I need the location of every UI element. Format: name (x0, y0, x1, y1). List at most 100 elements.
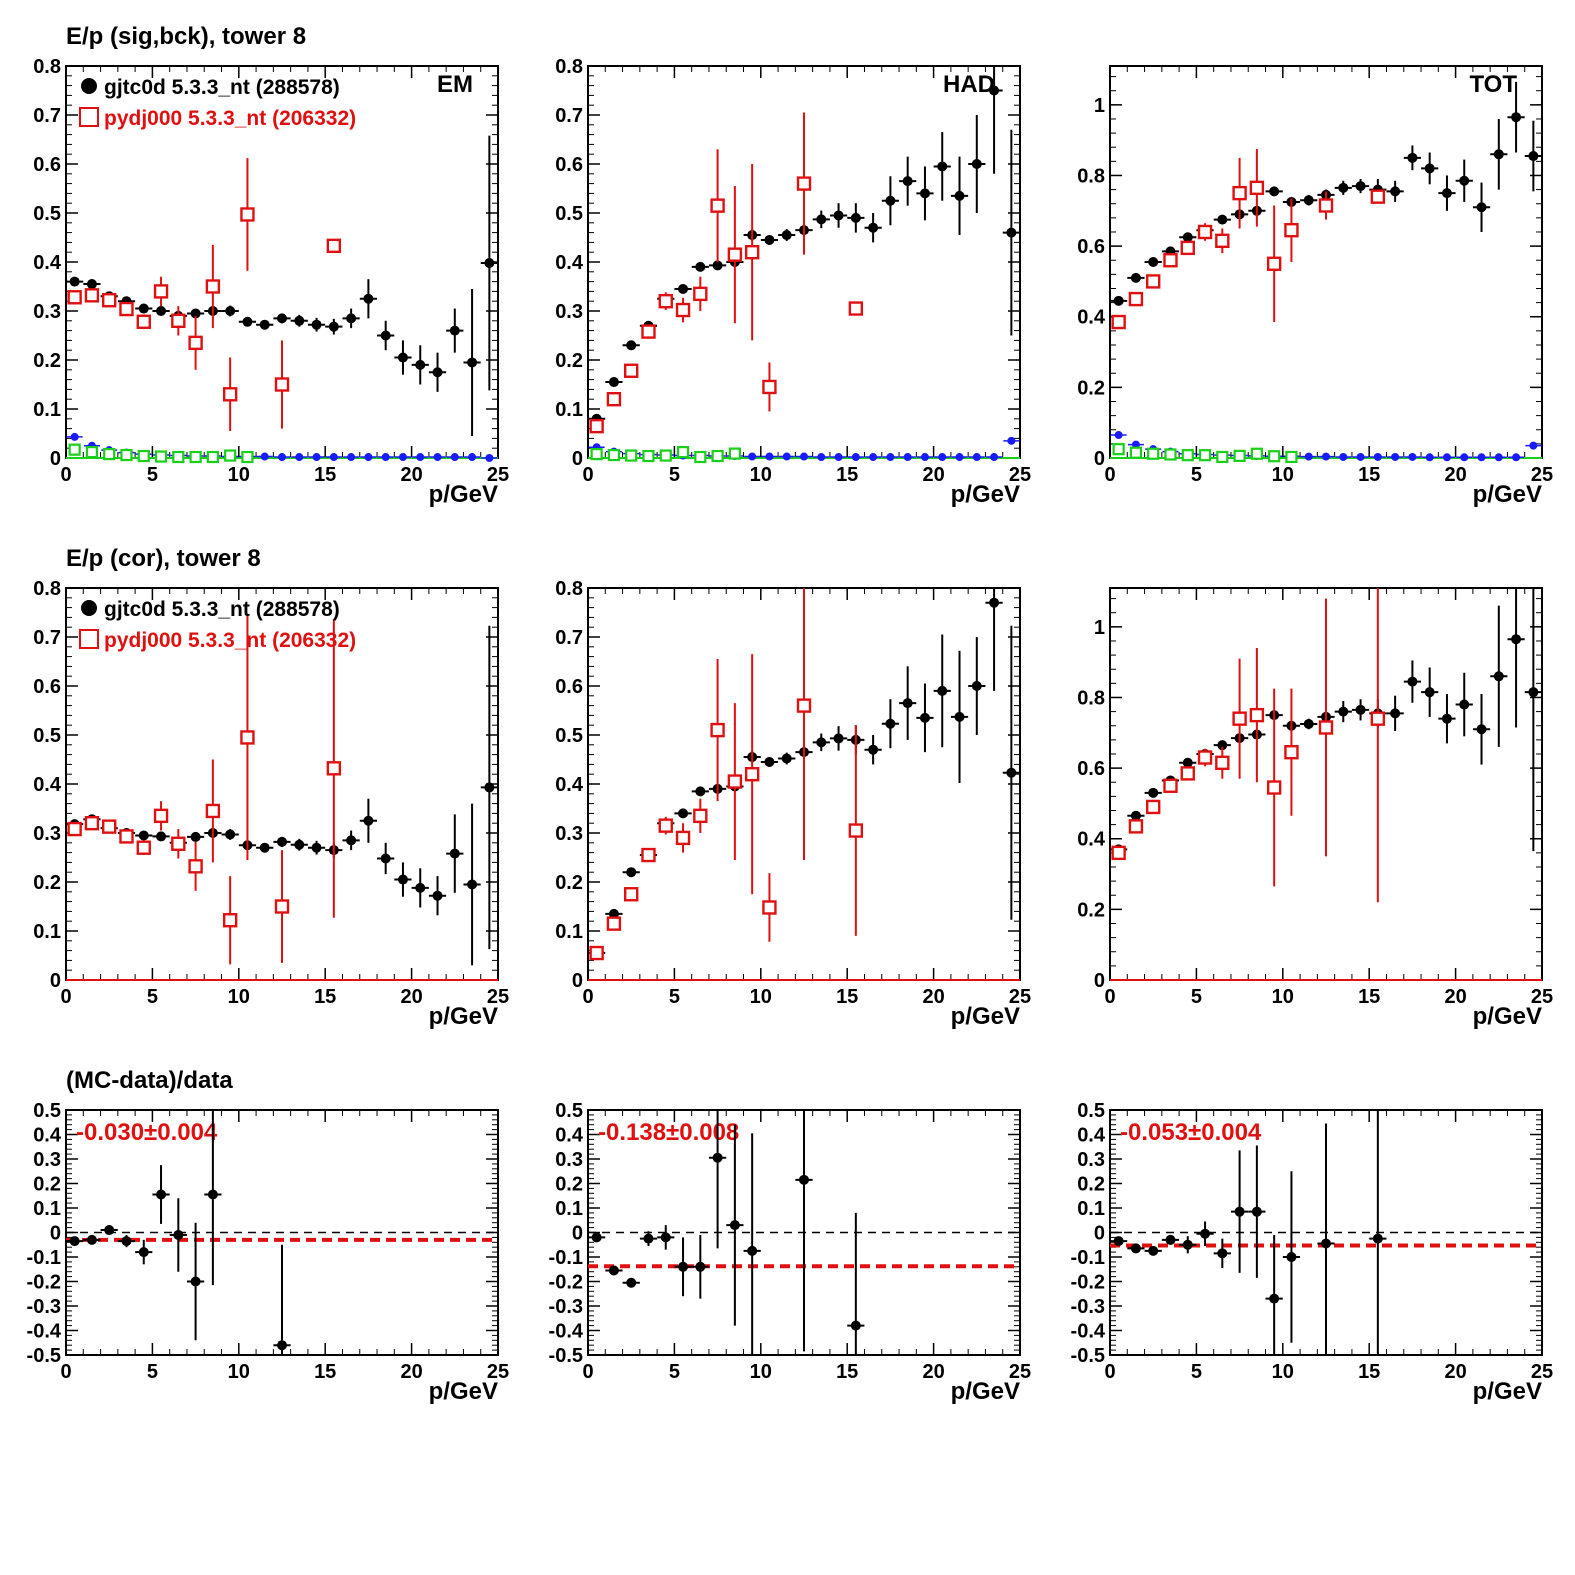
y-tick-label: 0.3 (33, 823, 61, 845)
y-tick-label: 1 (1094, 95, 1105, 117)
bkg-mc-point (1233, 449, 1246, 462)
bkg-data-point (381, 453, 390, 462)
legend-mc-label: pydj000 5.3.3_nt (206332) (104, 107, 356, 130)
data-point (1182, 232, 1193, 243)
mc-point (589, 418, 604, 434)
y-tick-label: 0.3 (555, 823, 583, 845)
y-tick-label: 0.6 (555, 676, 583, 698)
y-tick-label: 0 (572, 1223, 583, 1245)
data-point (190, 1276, 201, 1287)
y-tick-label: 0.6 (33, 676, 61, 698)
x-axis-label: p/GeV (951, 1003, 1020, 1030)
data-point (608, 1265, 619, 1276)
y-tick-label: 0.5 (555, 1100, 583, 1122)
y-tick-label: -0.2 (1071, 1272, 1105, 1294)
y-tick-label: 0 (572, 970, 583, 992)
data-point (1130, 272, 1141, 283)
bkg-data-point (70, 432, 79, 441)
y-tick-label: -0.2 (27, 1272, 61, 1294)
mc-point (1318, 198, 1334, 213)
data-point (1476, 202, 1487, 213)
data-point (484, 257, 495, 268)
mc-point (101, 819, 117, 834)
x-tick-label: 20 (1444, 464, 1466, 486)
data-point (69, 1236, 80, 1247)
y-tick-label: -0.4 (549, 1321, 584, 1343)
data-point (850, 212, 861, 223)
data-point (294, 315, 305, 326)
panel-row2-TOT: 0 5 10 15 20 25 0 0.2 0.4 0.6 0.8 1 p/GeV (1077, 587, 1553, 1030)
bkg-data-point (295, 453, 304, 462)
x-tick-label: 20 (1444, 1361, 1466, 1383)
mc-point (1163, 778, 1178, 793)
bkg-data-point (1512, 453, 1521, 462)
panel-row1-TOT: 0 5 10 15 20 25 0 0.2 0.4 0.6 0.8 1 p/GeV TOT (1077, 65, 1553, 508)
data-point (626, 1277, 637, 1288)
panel-row3-TOT: 0 5 10 15 20 25-0.5-0.4-0.3-0.2-0.100.10.20.3… (1071, 1100, 1554, 1405)
x-tick-label: 10 (750, 464, 772, 486)
mc-point (1284, 223, 1299, 238)
mc-point (84, 816, 100, 831)
data-point (1321, 1238, 1331, 1249)
x-tick-label: 25 (487, 1361, 509, 1383)
data-point (138, 1247, 149, 1258)
bkg-mc-point (625, 449, 638, 462)
data-point (1459, 175, 1470, 186)
y-tick-label: 0.2 (33, 1174, 61, 1196)
bkg-data-point (834, 453, 843, 462)
x-tick-label: 0 (60, 986, 71, 1008)
legend-data-marker (81, 600, 97, 616)
mc-point (848, 301, 864, 316)
fit-value-label: -0.138±0.008 (598, 1119, 739, 1146)
fit-value-label: -0.053±0.004 (1120, 1119, 1262, 1146)
y-tick-label: 0.2 (1077, 377, 1105, 399)
data-point (833, 733, 844, 744)
panel-row2-HAD: 0 5 10 15 20 25 0 0.1 0.2 0.3 0.4 0.5 0.6 0.7 0.8 p/GeV (555, 578, 1031, 1030)
x-tick-label: 0 (60, 464, 71, 486)
bkg-data-point (1408, 452, 1417, 461)
y-tick-label: -0.3 (27, 1296, 61, 1318)
data-point (432, 890, 443, 901)
mc-point (1370, 711, 1386, 726)
bkg-data-point (1007, 436, 1016, 445)
data-point (138, 303, 149, 314)
bkg-mc-point (1216, 450, 1229, 464)
data-point (695, 1261, 706, 1272)
bkg-mc-point (68, 443, 81, 456)
bkg-data-point (1425, 453, 1434, 462)
mc-point (744, 244, 760, 260)
data-point (1113, 1236, 1124, 1247)
data-point (954, 190, 965, 201)
y-tick-label: 0.2 (555, 872, 583, 894)
data-point (833, 210, 844, 221)
bkg-mc-point (694, 450, 707, 464)
legend-data-label: gjtc0d 5.3.3_nt (288578) (104, 598, 340, 621)
bkg-data-point (485, 454, 494, 462)
mc-point (240, 207, 255, 222)
data-point (678, 1261, 689, 1272)
data-point (121, 1236, 132, 1247)
data-point (311, 319, 322, 330)
corner-label: TOT (1469, 71, 1517, 98)
data-point (816, 214, 827, 225)
data-point (868, 222, 879, 233)
mc-point (1249, 707, 1265, 723)
y-tick-label: 0.2 (1077, 899, 1105, 921)
y-tick-label: 0 (1094, 448, 1105, 470)
data-point (712, 1152, 723, 1163)
mc-point (727, 774, 743, 789)
y-tick-label: 0.8 (33, 56, 61, 78)
data-point (277, 836, 287, 847)
x-tick-label: 20 (400, 986, 422, 1008)
mc-point (222, 913, 238, 928)
x-tick-label: 10 (750, 986, 772, 1008)
y-tick-label: 0.4 (1077, 829, 1106, 851)
y-tick-label: 0 (50, 1223, 61, 1245)
x-tick-label: 15 (1358, 986, 1380, 1008)
legend-data-label: gjtc0d 5.3.3_nt (288578) (104, 76, 340, 99)
bkg-data-point (765, 452, 774, 461)
data-point (1251, 1206, 1262, 1217)
mc-point (1370, 189, 1386, 204)
bkg-mc-point (728, 447, 741, 460)
x-tick-label: 10 (750, 1361, 772, 1383)
